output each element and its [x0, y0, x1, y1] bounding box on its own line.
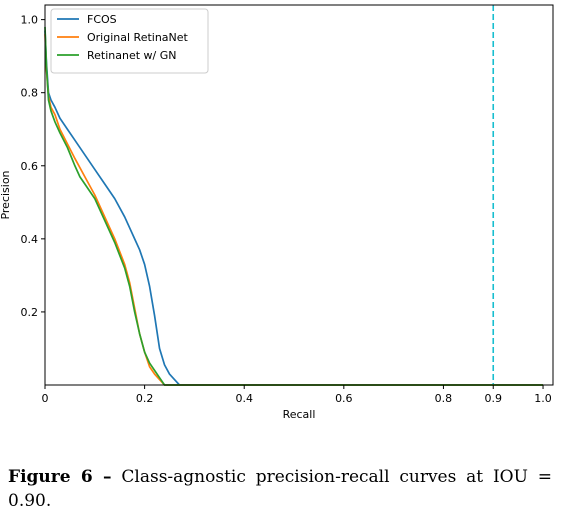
- legend: FCOS Original RetinaNet Retinanet w/ GN: [50, 8, 209, 74]
- x-tick-label: 0.2: [136, 392, 154, 405]
- series-line-1: [44, 34, 544, 386]
- series-line-2: [44, 26, 544, 386]
- legend-label: Retinanet w/ GN: [87, 49, 177, 62]
- legend-label: FCOS: [87, 13, 117, 26]
- plot-layer: [44, 5, 544, 386]
- x-tick-label: 1.0: [534, 392, 552, 405]
- x-tick-label: 0.6: [335, 392, 353, 405]
- caption-text: Class-agnostic precision-recall curves a…: [8, 467, 553, 511]
- x-axis-label: Recall: [283, 408, 316, 421]
- y-axis-label: Precision: [0, 170, 12, 219]
- x-tick-label: 0.9: [484, 392, 502, 405]
- y-tick-label: 1.0: [21, 14, 39, 27]
- caption-label: Figure 6 –: [8, 467, 112, 487]
- x-tick-label: 0.4: [235, 392, 253, 405]
- x-tick-label: 0: [42, 392, 49, 405]
- legend-box: [50, 8, 209, 74]
- x-tick-label: 0.8: [435, 392, 453, 405]
- series-line-0: [44, 30, 544, 386]
- y-tick-label: 0.8: [21, 87, 39, 100]
- plot-frame: [44, 4, 554, 386]
- ticks-layer: 0 0.2 0.4 0.6 0.8 0.9 1.0 0.2 0.4 0.6 0.8 1.0: [21, 14, 552, 405]
- pr-curve-chart: 0 0.2 0.4 0.6 0.8 0.9 1.0 0.2 0.4 0.6 0.8 1.0 Recal…: [0, 4, 554, 421]
- y-tick-label: 0.4: [21, 233, 39, 246]
- y-tick-label: 0.6: [21, 160, 39, 173]
- figure-caption: Figure 6 – Class-agnostic precision-reca…: [8, 465, 552, 513]
- y-tick-label: 0.2: [21, 306, 39, 319]
- legend-label: Original RetinaNet: [87, 31, 189, 44]
